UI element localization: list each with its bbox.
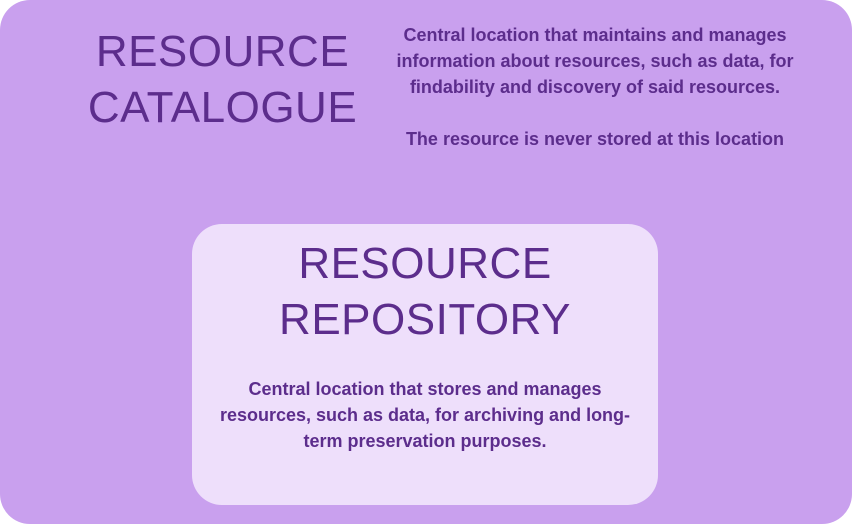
repository-title: RESOURCE REPOSITORY — [192, 236, 658, 348]
catalogue-title-line2: CATALOGUE — [87, 83, 358, 132]
catalogue-note: The resource is never stored at this loc… — [405, 129, 785, 149]
catalogue-title: RESOURCE CATALOGUE — [80, 24, 365, 136]
catalogue-description-block: Central location that maintains and mana… — [395, 22, 795, 152]
repository-description: Central location that stores and manages… — [219, 379, 631, 451]
catalogue-description: Central location that maintains and mana… — [396, 25, 794, 97]
resource-repository-box: RESOURCE REPOSITORY Central location tha… — [192, 224, 658, 505]
repository-title-line2: REPOSITORY — [279, 295, 571, 344]
repository-title-line1: RESOURCE — [298, 239, 552, 288]
catalogue-title-line1: RESOURCE — [95, 27, 350, 76]
